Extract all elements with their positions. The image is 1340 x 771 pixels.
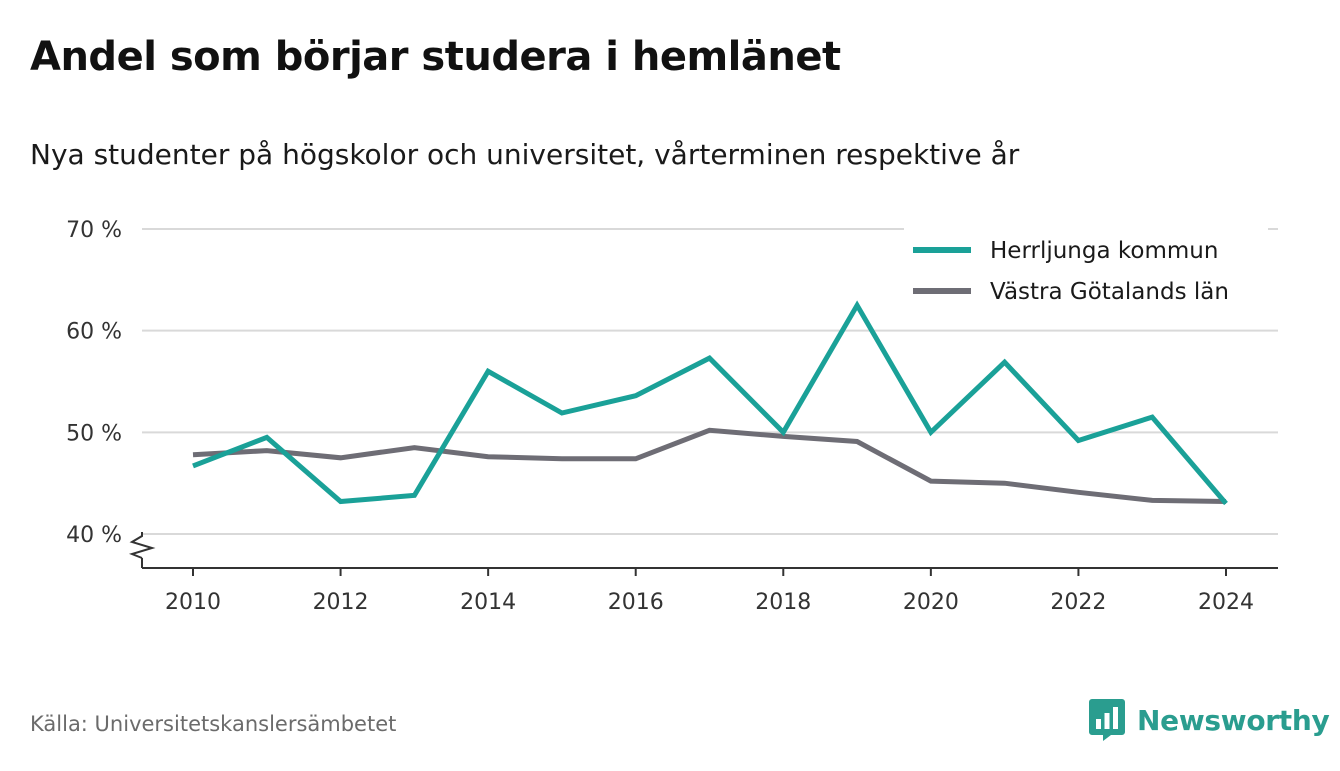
newsworthy-logo-text: Newsworthy xyxy=(1137,703,1330,737)
x-tick-label: 2022 xyxy=(1050,590,1106,615)
y-tick-label: 60 % xyxy=(66,320,122,345)
x-tick-label: 2024 xyxy=(1198,590,1254,615)
legend-background xyxy=(904,226,1268,314)
series-line-vastra-gotaland xyxy=(192,427,1227,504)
y-tick-label: 50 % xyxy=(66,421,122,446)
legend-label: Herrljunga kommun xyxy=(990,238,1218,264)
series-lines xyxy=(192,300,1228,506)
series-line-herrljunga xyxy=(192,300,1228,506)
x-axis xyxy=(128,532,1278,569)
x-tick-label: 2014 xyxy=(460,590,516,615)
x-tick-label: 2018 xyxy=(755,590,811,615)
newsworthy-logo: Newsworthy xyxy=(1089,698,1330,742)
newsworthy-logo-icon xyxy=(1089,699,1125,741)
chart-title: Andel som börjar studera i hemlänet xyxy=(30,34,841,80)
y-axis-ticks: 40 % 50 % 60 % 70 % xyxy=(66,218,122,548)
legend: Herrljunga kommun Västra Götalands län xyxy=(904,226,1268,314)
x-tick-label: 2020 xyxy=(903,590,959,615)
x-tick-label: 2012 xyxy=(313,590,369,615)
legend-label: Västra Götalands län xyxy=(990,279,1229,305)
axis-break-mark xyxy=(128,532,156,559)
chart-subtitle: Nya studenter på högskolor och universit… xyxy=(30,138,1020,171)
x-axis-ticks: 2010 2012 2014 2016 2018 2020 2022 2024 xyxy=(165,568,1254,615)
x-tick-label: 2010 xyxy=(165,590,221,615)
x-tick-label: 2016 xyxy=(608,590,664,615)
y-tick-label: 70 % xyxy=(66,218,122,243)
source-note: Källa: Universitetskanslersämbetet xyxy=(30,712,397,736)
y-tick-label: 40 % xyxy=(66,523,122,548)
